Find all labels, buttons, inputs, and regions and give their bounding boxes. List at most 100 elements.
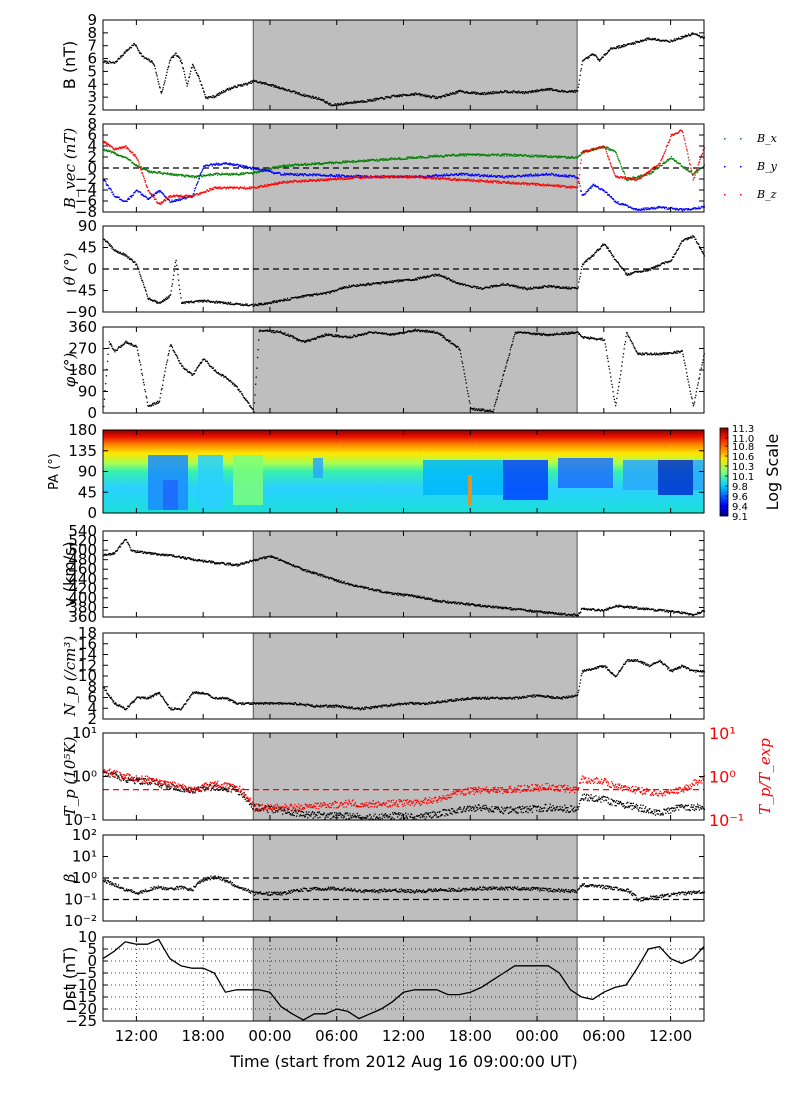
data-point xyxy=(616,175,619,177)
data-point xyxy=(233,163,235,165)
data-point xyxy=(593,148,595,150)
data-point xyxy=(253,172,256,174)
data-point xyxy=(285,181,287,184)
data-point xyxy=(300,179,303,181)
data-point xyxy=(371,100,374,102)
data-point xyxy=(104,239,106,241)
data-point xyxy=(629,206,631,208)
data-point xyxy=(564,185,566,187)
data-point xyxy=(637,271,639,273)
y-tick-label: 4 xyxy=(87,75,97,93)
data-point xyxy=(610,165,612,167)
data-point xyxy=(159,87,161,89)
data-point xyxy=(498,180,500,183)
data-point xyxy=(447,174,449,176)
data-point xyxy=(583,193,585,195)
data-point xyxy=(679,208,682,210)
data-point xyxy=(108,144,110,146)
data-point xyxy=(651,267,653,269)
data-point xyxy=(178,197,180,200)
data-point xyxy=(330,177,332,179)
data-point xyxy=(242,186,244,189)
data-point xyxy=(147,58,150,60)
data-point xyxy=(111,247,113,249)
data-point xyxy=(377,175,379,177)
data-point xyxy=(649,170,652,172)
data-point xyxy=(486,154,488,156)
data-point xyxy=(462,284,464,286)
data-point xyxy=(398,94,400,96)
data-point xyxy=(170,201,172,203)
data-point xyxy=(288,89,290,91)
data-point xyxy=(609,162,611,164)
data-point xyxy=(643,270,645,272)
data-point xyxy=(150,61,152,63)
data-point xyxy=(639,270,641,272)
data-point xyxy=(493,284,495,287)
data-point xyxy=(343,177,346,179)
data-point xyxy=(681,208,683,211)
data-point xyxy=(210,189,212,191)
data-point xyxy=(488,153,490,155)
data-point xyxy=(685,145,687,147)
data-point xyxy=(270,168,273,171)
data-point xyxy=(480,179,483,181)
data-point xyxy=(166,298,169,300)
data-point xyxy=(151,61,153,63)
data-point xyxy=(116,196,118,198)
data-point xyxy=(670,156,672,158)
data-point xyxy=(645,38,647,40)
data-point xyxy=(107,149,109,151)
data-point xyxy=(424,277,426,279)
data-point xyxy=(103,61,105,64)
data-point xyxy=(130,195,132,197)
data-point xyxy=(264,303,267,306)
data-point xyxy=(240,187,242,189)
data-point xyxy=(275,86,277,88)
data-point xyxy=(255,171,257,173)
data-point xyxy=(484,175,486,177)
data-point xyxy=(234,303,236,305)
data-point xyxy=(439,97,442,99)
data-point xyxy=(395,94,398,97)
data-point xyxy=(249,188,251,190)
data-point xyxy=(346,175,348,177)
data-point xyxy=(379,283,382,285)
data-point xyxy=(314,162,316,164)
data-point xyxy=(377,282,379,284)
data-point xyxy=(192,195,194,197)
data-point xyxy=(633,177,635,180)
data-point xyxy=(370,175,372,178)
data-point xyxy=(180,297,182,299)
data-point xyxy=(459,154,461,157)
data-point xyxy=(146,295,148,297)
data-point xyxy=(144,169,147,171)
data-point xyxy=(119,252,121,254)
data-point xyxy=(513,90,515,92)
data-point xyxy=(315,96,317,98)
data-point xyxy=(326,175,328,177)
data-point xyxy=(477,174,479,176)
data-point xyxy=(466,91,469,94)
data-point xyxy=(680,36,682,38)
data-point xyxy=(665,161,667,163)
data-point xyxy=(624,203,627,205)
data-point xyxy=(246,84,248,86)
data-point xyxy=(399,279,401,281)
data-point xyxy=(285,88,287,91)
data-point xyxy=(547,285,549,287)
data-point xyxy=(223,162,226,164)
data-point xyxy=(368,176,370,178)
data-point xyxy=(331,104,333,106)
data-point xyxy=(192,193,194,195)
data-point xyxy=(573,90,575,92)
data-point xyxy=(472,285,475,287)
data-point xyxy=(619,265,621,267)
data-point xyxy=(663,207,666,210)
data-point xyxy=(263,82,265,84)
data-point xyxy=(136,46,138,48)
data-point xyxy=(292,182,294,184)
data-point xyxy=(367,175,369,178)
data-point xyxy=(431,178,433,180)
data-point xyxy=(266,185,268,187)
